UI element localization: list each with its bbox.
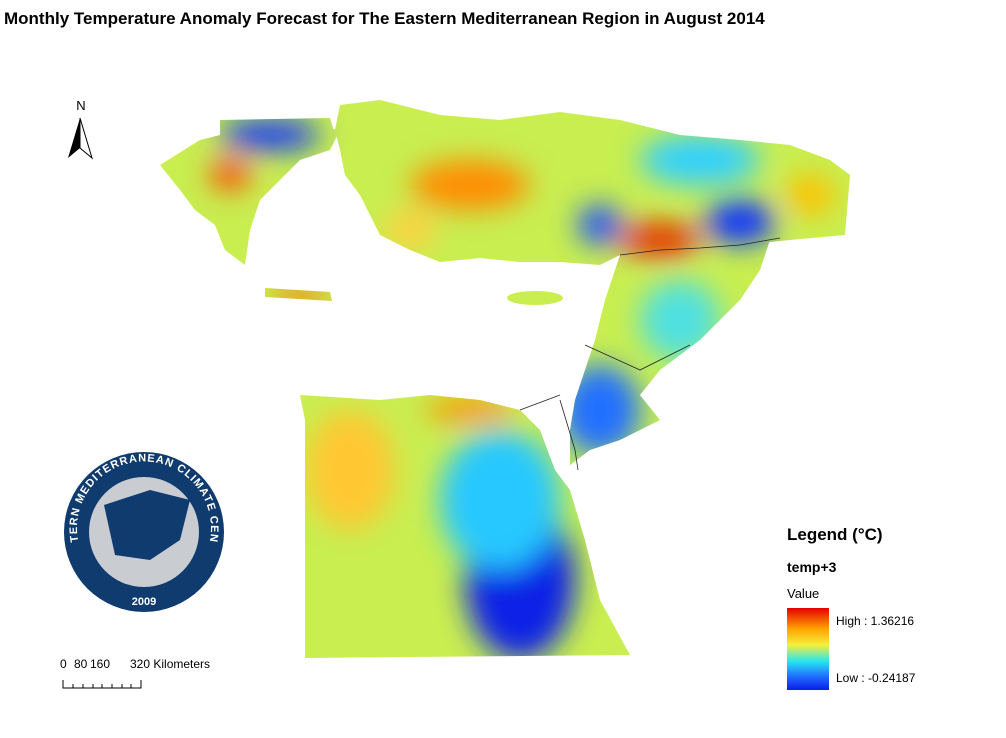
color-ramp: [787, 608, 829, 690]
north-label: N: [76, 98, 85, 113]
borders: [519, 237, 781, 471]
legend: Legend (°C) temp+3 Value High : 1.36216 …: [787, 525, 916, 690]
map-title: Monthly Temperature Anomaly Forecast for…: [4, 9, 765, 28]
scale-label: 80: [74, 657, 88, 671]
legend-field: Value: [787, 586, 819, 601]
logo: EASTERN MEDITERRANEAN CLIMATE CENTRE 200…: [0, 0, 228, 616]
scale-label: 160: [90, 657, 110, 671]
logo-year: 2009: [132, 596, 156, 608]
scale-bar: 0 80 160 320 Kilometers: [60, 657, 210, 689]
legend-title: Legend (°C): [787, 525, 883, 544]
scale-label: 0: [60, 657, 67, 671]
north-arrow: N: [68, 98, 93, 160]
legend-low: Low : -0.24187: [836, 671, 916, 685]
legend-layer: temp+3: [787, 559, 837, 575]
legend-high: High : 1.36216: [836, 614, 914, 628]
temperature-anomaly-raster: [160, 100, 850, 658]
scale-label: 320 Kilometers: [130, 657, 210, 671]
